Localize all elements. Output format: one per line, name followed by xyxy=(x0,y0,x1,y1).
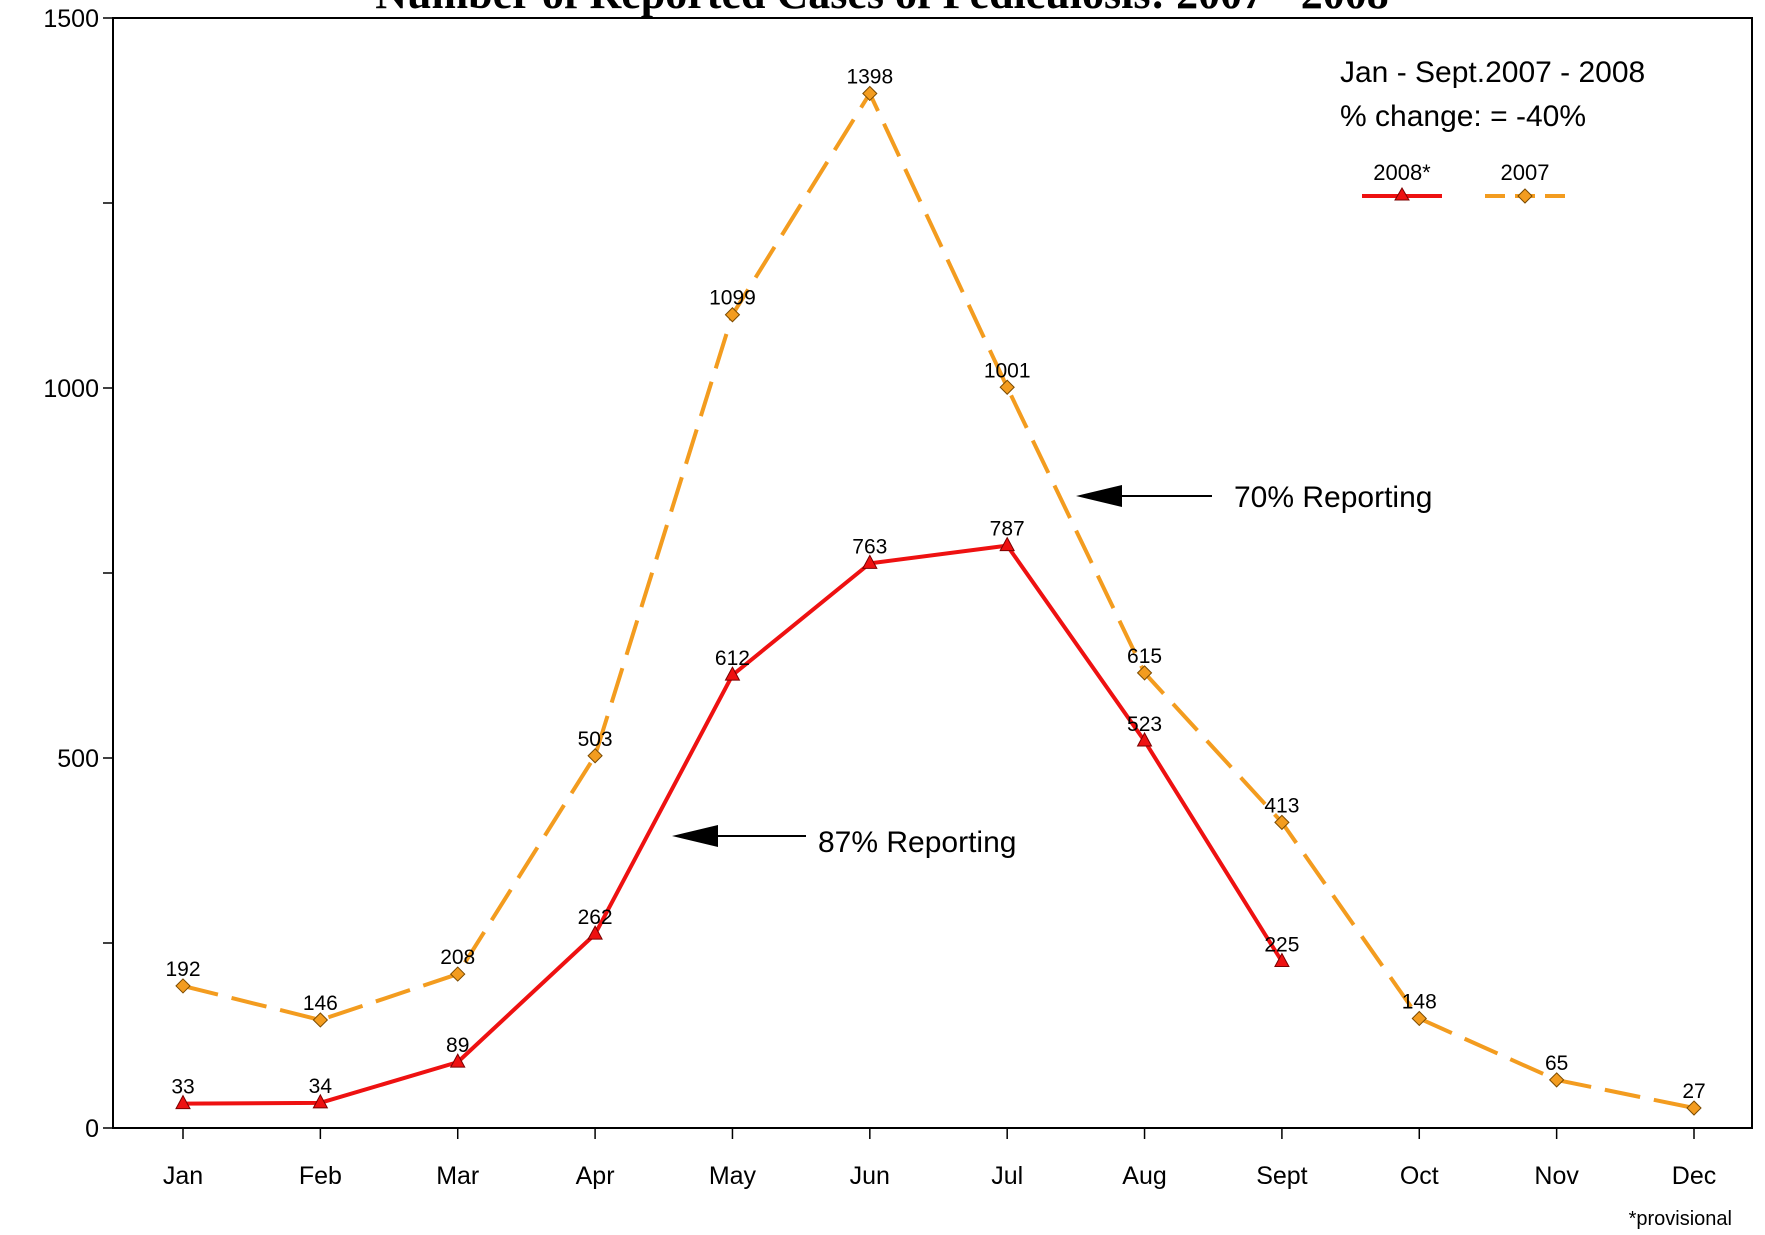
data-label: 208 xyxy=(440,946,475,969)
data-label: 763 xyxy=(852,535,887,558)
data-label: 192 xyxy=(165,958,200,981)
x-tick-label: Sept xyxy=(1256,1162,1307,1190)
annotation-87-text: 87% Reporting xyxy=(818,826,1016,859)
x-tick-label: Feb xyxy=(299,1162,342,1190)
point-marker xyxy=(724,666,741,681)
x-tick-label: Mar xyxy=(436,1162,479,1190)
legend-label-2007: 2007 xyxy=(1501,160,1550,185)
y-tick-label: 1500 xyxy=(43,5,99,33)
data-label: 33 xyxy=(171,1076,194,1099)
axes: 0 500 1000 1500 Jan Feb Mar Apr May Jun Jul Aug Sept… xyxy=(43,5,1753,1190)
x-tick-label: Aug xyxy=(1122,1162,1166,1190)
data-label: 413 xyxy=(1264,794,1299,817)
point-marker xyxy=(175,1094,191,1110)
series-layer xyxy=(175,85,1702,1116)
legend-note-line-2: % change: = -40% xyxy=(1340,100,1586,133)
data-label: 503 xyxy=(578,728,613,751)
footnote: *provisional xyxy=(1629,1208,1732,1230)
annotation-70-text: 70% Reporting xyxy=(1234,481,1432,514)
data-label: 89 xyxy=(446,1034,469,1057)
point-marker xyxy=(587,925,603,940)
point-marker xyxy=(450,966,466,982)
point-marker xyxy=(862,85,878,102)
chart-title: Number of Reported Cases of Pediculosis:… xyxy=(375,0,1389,18)
data-label: 1398 xyxy=(846,65,893,88)
annotation-70: 70% Reporting xyxy=(1076,481,1432,514)
data-label: 148 xyxy=(1402,990,1437,1013)
x-tick-label: Jan xyxy=(163,1162,203,1190)
series-line-2008 xyxy=(182,543,1284,1106)
series-line-2007 xyxy=(182,91,1695,1110)
point-marker xyxy=(1686,1100,1702,1116)
point-marker xyxy=(449,1053,466,1068)
legend-note-line-1: Jan - Sept.2007 - 2008 xyxy=(1340,56,1645,89)
data-label: 612 xyxy=(715,647,750,670)
data-label: 1099 xyxy=(709,287,756,310)
data-label: 65 xyxy=(1545,1052,1568,1075)
data-label: 27 xyxy=(1682,1080,1705,1103)
annotation-87: 87% Reporting xyxy=(672,825,1016,859)
point-marker xyxy=(175,978,191,994)
point-marker xyxy=(1136,731,1153,747)
point-marker xyxy=(1136,665,1153,681)
point-marker xyxy=(587,748,603,764)
legend-label-2008: 2008* xyxy=(1373,160,1431,185)
point-marker xyxy=(312,1093,329,1109)
data-labels: 192 146 208 503 1099 1398 1001 615 413 148 65 27 33 3… xyxy=(165,65,1705,1103)
point-marker xyxy=(1411,1010,1427,1027)
point-marker xyxy=(861,554,878,569)
point-marker xyxy=(1548,1072,1565,1088)
point-marker xyxy=(1274,814,1290,831)
legend-marker-2007 xyxy=(1517,188,1533,204)
y-tick-label: 0 xyxy=(85,1115,99,1143)
point-marker xyxy=(312,1012,329,1028)
y-tick-label: 1000 xyxy=(43,375,99,403)
data-label: 1001 xyxy=(984,359,1031,382)
point-marker xyxy=(1274,952,1290,967)
y-tick-label: 500 xyxy=(57,745,99,773)
x-tick-label: Jun xyxy=(850,1162,890,1190)
data-label: 787 xyxy=(990,518,1025,541)
point-marker xyxy=(999,379,1015,395)
data-label: 615 xyxy=(1127,645,1162,668)
data-label: 225 xyxy=(1264,934,1299,957)
data-label: 262 xyxy=(578,906,613,929)
annotation-87-arrow-head xyxy=(672,825,718,847)
data-label: 523 xyxy=(1127,713,1162,736)
data-label: 34 xyxy=(309,1075,333,1098)
data-label: 146 xyxy=(303,992,338,1015)
x-tick-label: Apr xyxy=(576,1162,615,1190)
x-tick-label: Nov xyxy=(1534,1162,1579,1190)
x-tick-label: Dec xyxy=(1672,1162,1716,1190)
x-tick-label: Oct xyxy=(1400,1162,1439,1190)
legend: Jan - Sept.2007 - 2008 % change: = -40% … xyxy=(1340,56,1645,204)
annotation-70-arrow-head xyxy=(1076,485,1122,507)
point-marker xyxy=(724,307,741,323)
point-marker xyxy=(999,536,1016,552)
x-tick-label: May xyxy=(709,1162,757,1190)
x-tick-label: Jul xyxy=(991,1162,1023,1190)
legend-marker-2008 xyxy=(1394,187,1410,201)
